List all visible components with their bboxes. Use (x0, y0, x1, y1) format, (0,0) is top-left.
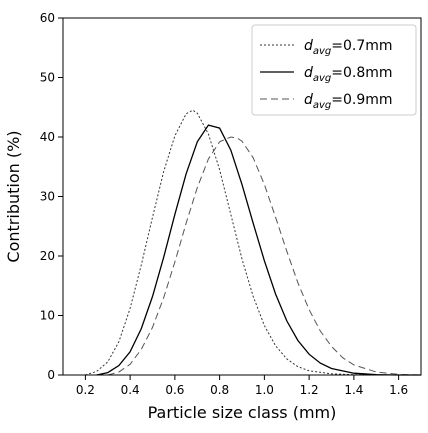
plot-content (85, 109, 422, 376)
y-tick-label: 30 (40, 190, 55, 204)
x-axis-ticks: 0.2 0.4 0.6 0.8 1.0 1.2 1.4 1.6 (76, 375, 408, 397)
legend-entry-1: davg=0.8mm (304, 65, 393, 84)
legend-entry-value: =0.9mm (331, 92, 392, 108)
x-tick-label: 1.6 (389, 383, 408, 397)
legend-entry-2: davg=0.9mm (304, 92, 393, 111)
x-tick-label: 0.6 (165, 383, 184, 397)
x-axis-label: Particle size class (mm) (148, 403, 337, 422)
y-tick-label: 40 (40, 130, 55, 144)
y-tick-label: 0 (47, 368, 55, 382)
legend-entry-value: =0.7mm (331, 38, 392, 54)
legend: davg=0.7mm davg=0.8mm davg=0.9mm (251, 24, 417, 116)
x-tick-label: 1.4 (344, 383, 363, 397)
x-tick-label: 0.4 (121, 383, 140, 397)
y-tick-label: 20 (40, 249, 55, 263)
legend-entry-0: davg=0.7mm (304, 38, 393, 57)
y-axis-ticks: 0 10 20 30 40 50 60 (40, 11, 63, 382)
y-tick-label: 60 (40, 11, 55, 25)
x-tick-label: 0.2 (76, 383, 95, 397)
y-tick-label: 50 (40, 71, 55, 85)
y-tick-label: 10 (40, 309, 55, 323)
series-line-2 (107, 136, 422, 376)
x-tick-label: 1.0 (255, 383, 274, 397)
y-axis-label: Contribution (%) (4, 130, 23, 262)
series-line-1 (96, 124, 421, 376)
series-line-0 (85, 109, 421, 376)
x-tick-label: 0.8 (210, 383, 229, 397)
legend-frame (251, 24, 417, 116)
x-tick-label: 1.2 (300, 383, 319, 397)
legend-entry-value: =0.8mm (331, 65, 392, 81)
